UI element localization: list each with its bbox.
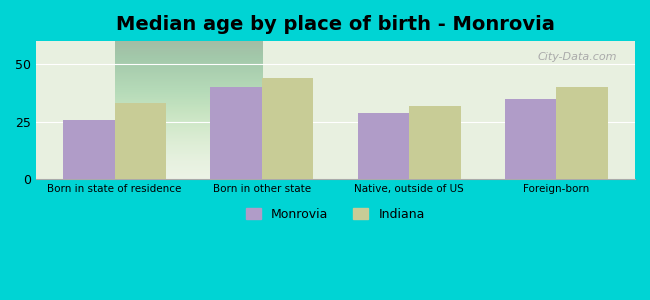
Bar — [358, 112, 409, 179]
Bar — [556, 87, 608, 179]
Title: Median age by place of birth - Monrovia: Median age by place of birth - Monrovia — [116, 15, 555, 34]
Bar — [211, 87, 262, 179]
Bar — [63, 119, 114, 179]
Legend: Monrovia, Indiana: Monrovia, Indiana — [241, 203, 430, 226]
Bar — [262, 78, 313, 179]
Bar — [504, 99, 556, 179]
Bar — [114, 103, 166, 179]
Bar — [409, 106, 461, 179]
Text: City-Data.com: City-Data.com — [538, 52, 617, 62]
